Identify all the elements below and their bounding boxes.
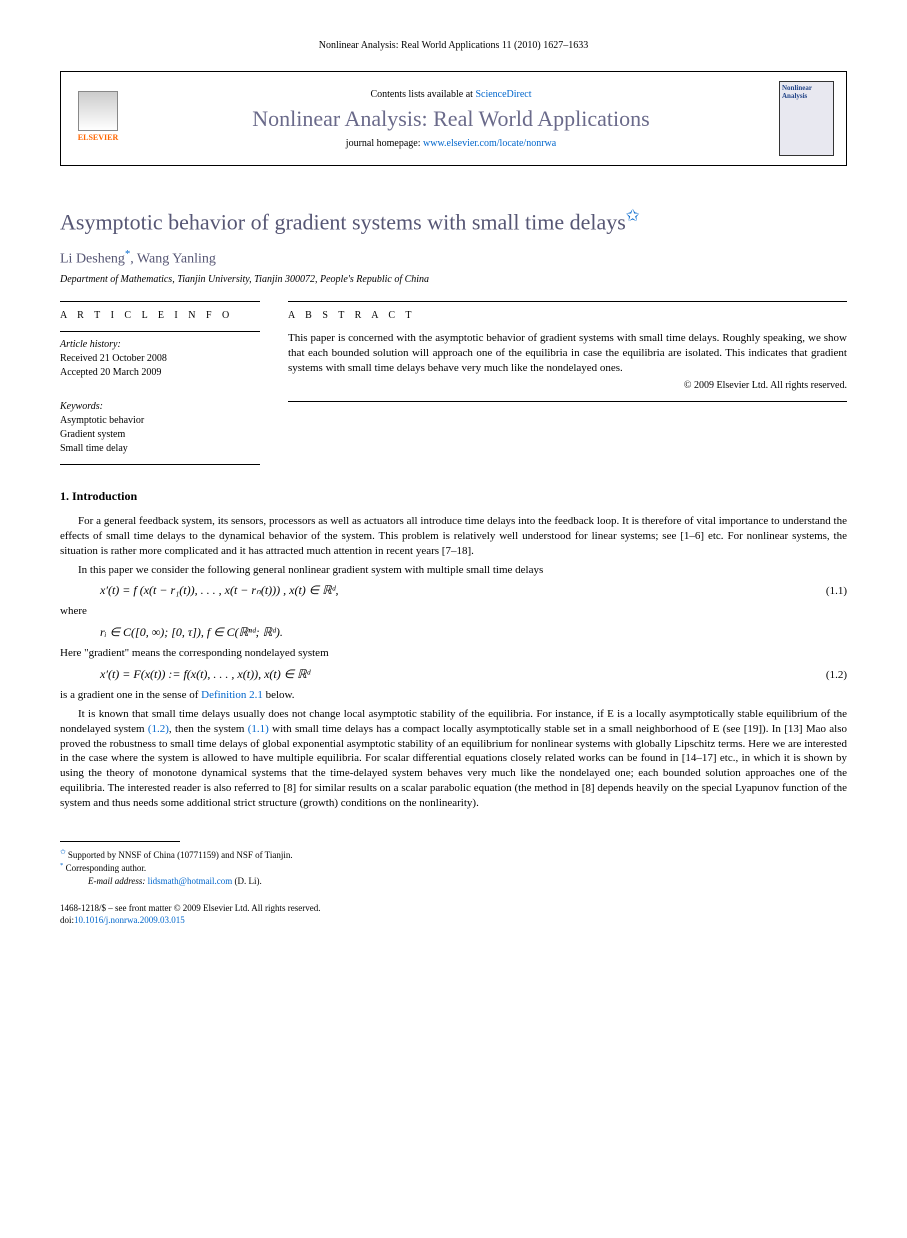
affiliation: Department of Mathematics, Tianjin Unive… xyxy=(60,274,847,285)
equation-1-2-number: (1.2) xyxy=(826,669,847,681)
page-header-citation: Nonlinear Analysis: Real World Applicati… xyxy=(60,40,847,51)
gradient-means-text: Here "gradient" means the corresponding … xyxy=(60,646,847,661)
publisher-logo: ELSEVIER xyxy=(73,91,123,146)
equation-1-2: x′(t) = F(x(t)) := f(x(t), . . . , x(t))… xyxy=(60,667,826,682)
intro-paragraph-1: For a general feedback system, its senso… xyxy=(60,514,847,559)
article-info-heading: A R T I C L E I N F O xyxy=(60,310,260,321)
doi-line: doi:10.1016/j.nonrwa.2009.03.015 xyxy=(60,914,847,927)
author-1: Li Desheng xyxy=(60,252,125,267)
keyword-3: Small time delay xyxy=(60,442,260,456)
abstract-bottom-rule xyxy=(288,401,847,402)
gradient-sense-text: is a gradient one in the sense of Defini… xyxy=(60,688,847,703)
homepage-label: journal homepage: xyxy=(346,138,423,149)
footnote-email: E-mail address: lidsmath@hotmail.com (D.… xyxy=(60,875,847,888)
email-link[interactable]: lidsmath@hotmail.com xyxy=(148,876,233,886)
abstract-column: A B S T R A C T This paper is concerned … xyxy=(288,301,847,465)
where-text: where xyxy=(60,604,847,619)
article-info-column: A R T I C L E I N F O Article history: R… xyxy=(60,301,260,465)
equation-1-2-row: x′(t) = F(x(t)) := f(x(t), . . . , x(t))… xyxy=(60,667,847,682)
ref-1-1-link[interactable]: (1.1) xyxy=(248,723,269,735)
article-history-block: Article history: Received 21 October 200… xyxy=(60,331,260,380)
homepage-row: journal homepage: www.elsevier.com/locat… xyxy=(123,138,779,149)
journal-banner: ELSEVIER Contents lists available at Sci… xyxy=(60,71,847,166)
footnote-support: ✩ Supported by NNSF of China (10771159) … xyxy=(60,848,847,862)
received-date: Received 21 October 2008 xyxy=(60,352,260,366)
p3b: , then the system xyxy=(169,723,248,735)
abstract-text: This paper is concerned with the asympto… xyxy=(288,331,847,376)
equation-1-1-number: (1.1) xyxy=(826,585,847,597)
abstract-copyright: © 2009 Elsevier Ltd. All rights reserved… xyxy=(288,380,847,391)
keywords-block: Keywords: Asymptotic behavior Gradient s… xyxy=(60,394,260,456)
email-label: E-mail address: xyxy=(88,876,148,886)
ref-1-2-link[interactable]: (1.2) xyxy=(148,723,169,735)
cover-title: Nonlinear Analysis xyxy=(782,84,831,100)
corr-marker-icon: * xyxy=(60,862,63,869)
equation-1-1: x′(t) = f (x(t − r₁(t)), . . . , x(t − r… xyxy=(60,583,826,598)
title-footnote-marker: ✩ xyxy=(626,206,640,225)
gradient-sense-1: is a gradient one in the sense of xyxy=(60,689,201,701)
doi-link[interactable]: 10.1016/j.nonrwa.2009.03.015 xyxy=(74,915,185,925)
intro-paragraph-2: In this paper we consider the following … xyxy=(60,563,847,578)
intro-paragraph-3: It is known that small time delays usual… xyxy=(60,707,847,811)
article-title: Asymptotic behavior of gradient systems … xyxy=(60,206,847,235)
info-bottom-rule xyxy=(60,464,260,465)
issn-line: 1468-1218/$ – see front matter © 2009 El… xyxy=(60,902,847,915)
contents-available-text: Contents lists available at ScienceDirec… xyxy=(123,89,779,100)
author-2: , Wang Yanling xyxy=(130,252,216,267)
definition-2-1-link[interactable]: Definition 2.1 xyxy=(201,689,263,701)
banner-center: Contents lists available at ScienceDirec… xyxy=(123,89,779,149)
elsevier-tree-icon xyxy=(78,91,118,131)
keywords-label: Keywords: xyxy=(60,400,260,414)
info-abstract-row: A R T I C L E I N F O Article history: R… xyxy=(60,301,847,465)
author-list: Li Desheng*, Wang Yanling xyxy=(60,249,847,268)
keyword-1: Asymptotic behavior xyxy=(60,414,260,428)
sciencedirect-link[interactable]: ScienceDirect xyxy=(475,89,531,100)
title-text: Asymptotic behavior of gradient systems … xyxy=(60,209,626,234)
equation-1-1-row: x′(t) = f (x(t − r₁(t)), . . . , x(t − r… xyxy=(60,583,847,598)
footnote-corresponding: * Corresponding author. xyxy=(60,861,847,875)
p3c: with small time delays has a compact loc… xyxy=(60,723,847,809)
abstract-heading: A B S T R A C T xyxy=(288,310,847,321)
publisher-name: ELSEVIER xyxy=(78,133,118,142)
corr-text: Corresponding author. xyxy=(66,863,147,873)
history-label: Article history: xyxy=(60,338,260,352)
section-1-heading: 1. Introduction xyxy=(60,489,847,504)
support-text: Supported by NNSF of China (10771159) an… xyxy=(68,850,293,860)
footnote-rule xyxy=(60,841,180,842)
equation-r-row: rᵢ ∈ C([0, ∞); [0, τ]), f ∈ C(ℝⁿᵈ; ℝᵈ). xyxy=(60,625,847,640)
gradient-sense-2: below. xyxy=(263,689,295,701)
email-author: (D. Li). xyxy=(232,876,262,886)
homepage-link[interactable]: www.elsevier.com/locate/nonrwa xyxy=(423,138,556,149)
accepted-date: Accepted 20 March 2009 xyxy=(60,366,260,380)
support-marker-icon: ✩ xyxy=(60,849,66,856)
p1-text: For a general feedback system, its senso… xyxy=(60,515,847,557)
equation-r: rᵢ ∈ C([0, ∞); [0, τ]), f ∈ C(ℝⁿᵈ; ℝᵈ). xyxy=(60,625,847,640)
journal-cover-thumbnail: Nonlinear Analysis xyxy=(779,81,834,156)
journal-title: Nonlinear Analysis: Real World Applicati… xyxy=(123,106,779,132)
contents-label: Contents lists available at xyxy=(370,89,475,100)
doi-label: doi: xyxy=(60,915,74,925)
page-footer: 1468-1218/$ – see front matter © 2009 El… xyxy=(60,902,847,927)
keyword-2: Gradient system xyxy=(60,428,260,442)
